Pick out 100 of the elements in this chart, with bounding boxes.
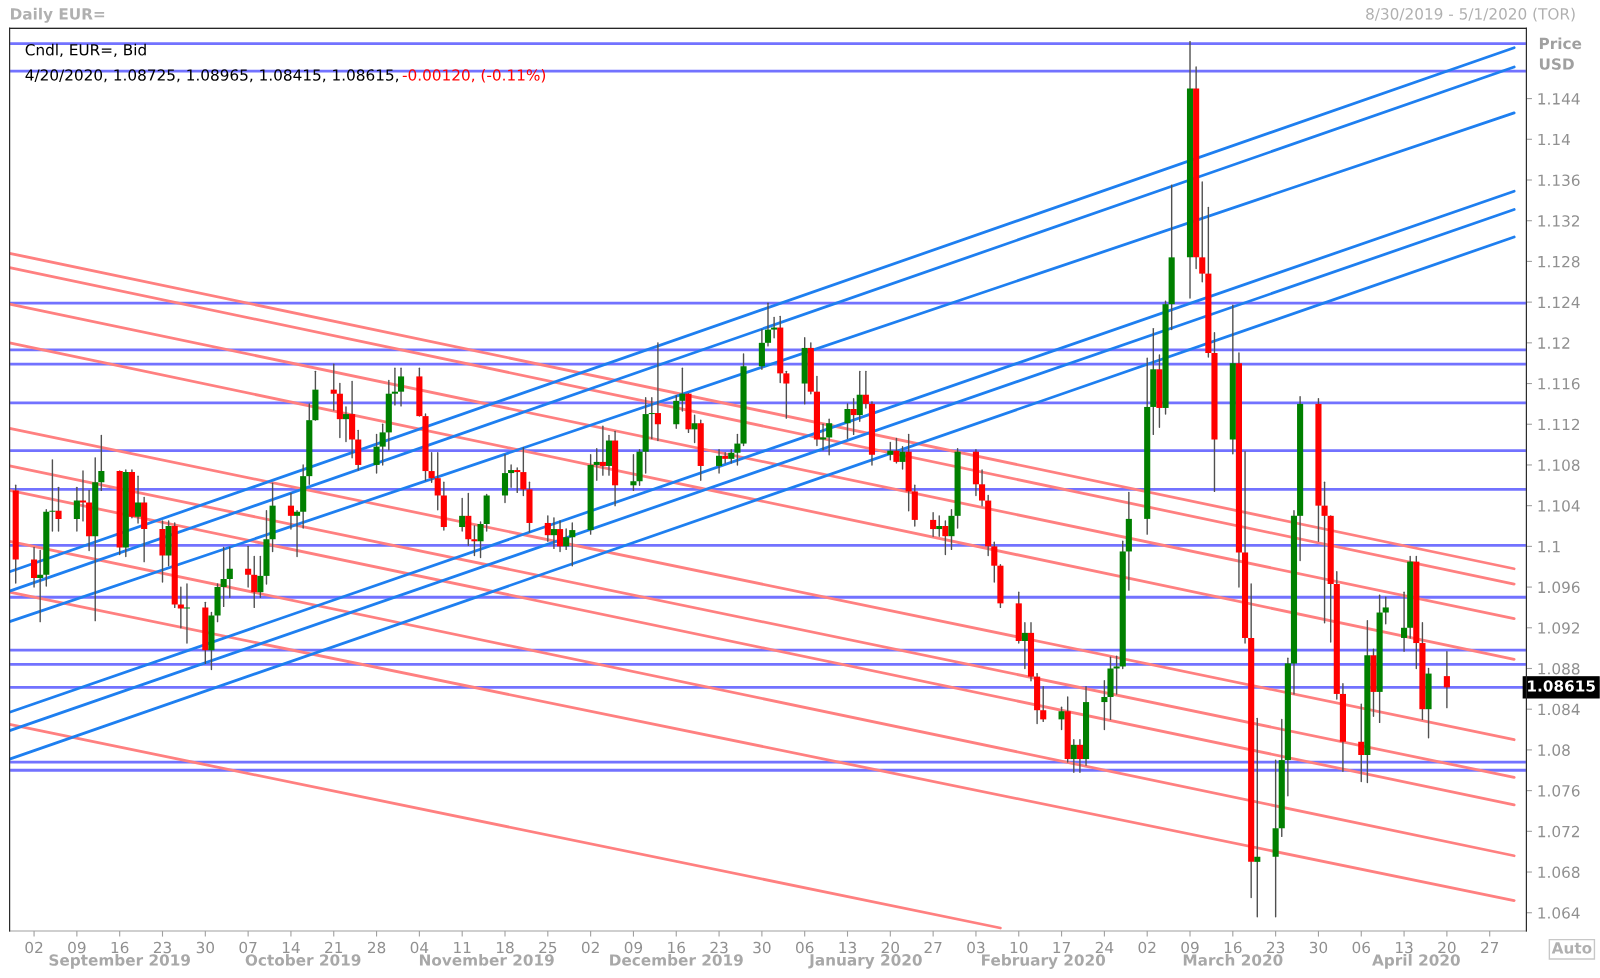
- candlestick: [862, 370, 869, 409]
- x-tick-label: 23: [153, 941, 171, 954]
- candlestick: [1040, 686, 1047, 723]
- candlestick: [73, 486, 80, 532]
- candlestick: [55, 486, 62, 532]
- candlestick: [1321, 481, 1328, 624]
- candlestick: [734, 433, 741, 466]
- candlestick: [991, 541, 998, 583]
- candlestick: [942, 520, 949, 556]
- candlestick: [648, 397, 655, 440]
- x-tick-label: 06: [795, 941, 814, 954]
- candlestick: [844, 403, 851, 440]
- candlestick: [979, 469, 986, 507]
- candlestick: [79, 470, 87, 522]
- candlestick: [1058, 706, 1065, 731]
- candlestick: [550, 517, 557, 550]
- annotation: 4/20/2020, 1.08725, 1.08965, 1.08415, 1.08615,: [25, 69, 399, 83]
- x-tick-label: 10: [1010, 941, 1028, 954]
- candlestick: [679, 367, 686, 412]
- candlestick: [379, 423, 386, 466]
- candlestick: [1443, 651, 1450, 709]
- text: Auto: [1551, 942, 1592, 954]
- x2-tick-label: October 2019: [245, 953, 361, 966]
- candlestick: [98, 434, 105, 492]
- y-tick-label: 1.124: [1538, 296, 1580, 308]
- y-tick-label: 1.096: [1538, 581, 1580, 594]
- y-tick-label: 1.072: [1538, 825, 1580, 838]
- candlestick: [428, 452, 435, 483]
- x2-tick-label: February 2020: [982, 953, 1106, 969]
- candlestick: [397, 367, 405, 407]
- candlestick: [514, 467, 521, 494]
- ref-line-label: 1.08615: [1528, 680, 1595, 692]
- x-tick-label: 25: [539, 941, 557, 954]
- x-tick-label: 17: [1053, 941, 1070, 954]
- y-tick-label: 1.132: [1538, 215, 1580, 227]
- chart-title: Daily EUR=: [11, 7, 105, 23]
- candlestick: [177, 586, 184, 629]
- candlestick: [520, 446, 527, 497]
- x-tick-label: 13: [1396, 941, 1413, 954]
- x-tick-label: 20: [1438, 941, 1456, 954]
- candlestick: [1254, 717, 1261, 918]
- x-tick-label: 09: [68, 941, 86, 954]
- candlestick: [1401, 591, 1408, 652]
- candlestick: [391, 367, 398, 406]
- x-tick-label: 09: [624, 941, 643, 954]
- y-axis-title: Price USD: [1539, 37, 1582, 70]
- x-tick-label: 03: [967, 941, 985, 954]
- y-tick-label: 1.064: [1538, 907, 1580, 919]
- y-tick-label: 1.088: [1538, 662, 1580, 675]
- candlestick: [599, 425, 606, 476]
- candlestick: [508, 464, 515, 489]
- candlestick: [826, 418, 833, 456]
- x-tick-label: 23: [710, 941, 728, 954]
- candlestick: [434, 452, 441, 511]
- candlestick: [1113, 655, 1120, 695]
- candlestick: [673, 395, 680, 430]
- candlestick: [1358, 703, 1365, 783]
- candlestick: [1070, 739, 1077, 773]
- candlestick: [37, 549, 44, 623]
- x-tick-label: 23: [1267, 941, 1285, 954]
- candlestick: [477, 521, 484, 559]
- candlestick: [856, 370, 863, 422]
- y-tick-label: 1.136: [1538, 174, 1580, 187]
- candlestick: [459, 497, 466, 532]
- x-tick-label: 18: [496, 941, 514, 954]
- candlestick: [1382, 596, 1389, 625]
- candlestick: [1199, 181, 1206, 283]
- candlestick: [49, 459, 56, 532]
- x-tick-label: 27: [1481, 941, 1499, 954]
- candlestick: [251, 555, 258, 609]
- candlestick: [569, 522, 576, 567]
- candlestick: [1021, 621, 1028, 670]
- candlestick: [893, 437, 900, 464]
- candlestick: [899, 445, 906, 470]
- candlestick: [465, 492, 472, 547]
- x2-tick-label: September 2019: [49, 953, 190, 969]
- x-tick-label: 16: [668, 941, 686, 954]
- candlestick: [1101, 680, 1108, 731]
- candlestick: [556, 520, 564, 553]
- x-tick-label: 02: [25, 941, 43, 954]
- candlestick: [716, 448, 723, 474]
- x-tick-label: 30: [196, 941, 215, 954]
- x-tick-label: 02: [1138, 941, 1156, 954]
- y-tick-label: 1.076: [1538, 785, 1580, 797]
- candlestick: [819, 423, 827, 451]
- candlestick: [373, 433, 380, 474]
- y-tick-label: 1.12: [1538, 337, 1570, 349]
- candlestick: [758, 328, 765, 370]
- y-tick-label: 1.092: [1538, 622, 1580, 634]
- x-tick-label: 20: [881, 941, 900, 954]
- y-tick-label: 1.116: [1538, 378, 1580, 390]
- y-tick-label: 1.144: [1538, 93, 1580, 105]
- x-tick-label: 16: [111, 941, 129, 954]
- x2-tick-label: April 2020: [1372, 953, 1460, 969]
- x-tick-label: 28: [367, 941, 386, 954]
- candlestick: [257, 555, 264, 598]
- candlestick: [1076, 739, 1083, 773]
- candlestick: [936, 515, 943, 537]
- candlestick: [245, 545, 252, 588]
- candlestick: [134, 475, 142, 524]
